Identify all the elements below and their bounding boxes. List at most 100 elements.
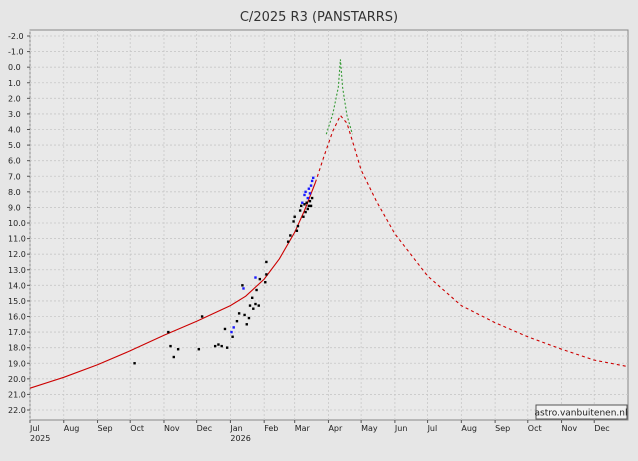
y-tick-label: 13.0 (8, 266, 26, 275)
x-tick-label: Oct (528, 424, 542, 433)
x-tick-label: Aug (64, 424, 80, 433)
observation-point (245, 323, 248, 326)
y-tick-label: 3.0 (8, 110, 21, 119)
y-tick-label: 19.0 (8, 359, 26, 368)
x-year-label: 2026 (230, 434, 250, 443)
x-tick-label: Jun (394, 424, 408, 433)
y-tick-label: 10.0 (8, 219, 26, 228)
x-tick-label: Dec (197, 424, 212, 433)
y-tick-label: 12.0 (8, 250, 26, 259)
x-tick-label: Sep (98, 424, 113, 433)
observation-point (293, 215, 296, 218)
observation-point-blue (254, 276, 257, 279)
y-tick-label: 7.0 (8, 172, 21, 181)
x-tick-label: May (361, 424, 378, 433)
observation-point (265, 260, 268, 264)
credit-text: astro.vanbuitenen.nl (535, 409, 628, 419)
observation-point (235, 319, 239, 323)
observation-point (231, 335, 234, 338)
x-tick-label: Dec (594, 424, 609, 433)
observation-point (133, 362, 136, 365)
observation-point (298, 209, 302, 212)
observation-point (308, 199, 312, 203)
series-line-dashed (314, 114, 628, 367)
observation-point (295, 229, 299, 232)
observation-point (264, 281, 267, 284)
observation-point (223, 327, 227, 331)
x-tick-label: Jan (229, 424, 242, 433)
observation-point (306, 207, 309, 211)
observation-point (220, 344, 223, 348)
observation-point (257, 304, 260, 307)
observation-point-blue (304, 190, 307, 194)
observation-point (197, 348, 201, 351)
observation-point (225, 346, 229, 349)
y-tick-label: 15.0 (8, 297, 26, 306)
y-tick-label: 22.0 (8, 406, 26, 415)
chart-title: C/2025 R3 (PANSTARRS) (240, 10, 398, 25)
observation-point (300, 204, 303, 208)
observation-point (292, 220, 295, 223)
observation-point (307, 204, 311, 208)
y-tick-label: -2.0 (8, 32, 24, 41)
y-tick-label: 1.0 (8, 79, 21, 88)
y-tick-label: 17.0 (8, 328, 26, 337)
grid (29, 30, 628, 420)
observation-point (286, 240, 290, 243)
observation-point (167, 330, 170, 334)
observation-point (241, 284, 244, 287)
observation-point-blue (242, 287, 245, 290)
observation-point (305, 201, 308, 204)
observation-point (217, 343, 220, 346)
observation-point-blue (306, 196, 309, 200)
y-tick-label: 4.0 (8, 126, 21, 135)
observation-point (172, 355, 175, 359)
observation-point-blue (301, 201, 304, 204)
x-tick-label: Sep (495, 424, 510, 433)
plot-area (29, 29, 629, 421)
y-tick-label: 5.0 (8, 141, 21, 150)
observation-point (243, 313, 246, 317)
observation-point-blue (232, 326, 235, 329)
x-tick-label: Nov (562, 424, 578, 433)
observation-point (247, 316, 251, 320)
x-tick-label: Feb (264, 424, 278, 433)
observation-point (310, 196, 314, 200)
x-tick-label: Oct (130, 424, 144, 433)
observation-point (303, 203, 306, 206)
observation-point-blue (307, 187, 311, 190)
y-tick-label: 11.0 (8, 235, 26, 244)
observation-point-blue (303, 193, 306, 197)
observation-point-blue (230, 330, 233, 334)
y-tick-label: 18.0 (8, 344, 26, 353)
observation-point (200, 315, 204, 318)
observation-point (169, 344, 172, 348)
credit-box (535, 404, 628, 420)
observation-point (309, 204, 313, 208)
y-tick-label: 6.0 (8, 157, 21, 166)
x-tick-label: Apr (328, 424, 343, 433)
observation-point (213, 344, 217, 348)
observation-point (296, 224, 300, 228)
observation-point-blue (308, 192, 312, 195)
y-tick-label: 21.0 (8, 390, 26, 399)
observation-point (258, 277, 262, 281)
observation-point (237, 312, 241, 315)
y-tick-label: 14.0 (8, 281, 26, 290)
observation-point-blue (310, 179, 314, 183)
observation-point (304, 210, 307, 214)
observation-point (255, 288, 258, 292)
x-tick-label: Nov (164, 424, 180, 433)
observation-point (252, 307, 255, 310)
series-line-dotted (325, 59, 353, 135)
observation-point (302, 215, 305, 218)
observation-point (176, 348, 180, 351)
x-year-label: 2025 (30, 434, 50, 443)
series-line-solid (29, 182, 316, 389)
x-tick-label: Jul (29, 424, 40, 433)
y-tick-label: -1.0 (8, 48, 24, 57)
y-tick-label: 2.0 (8, 94, 21, 103)
series (29, 59, 628, 389)
